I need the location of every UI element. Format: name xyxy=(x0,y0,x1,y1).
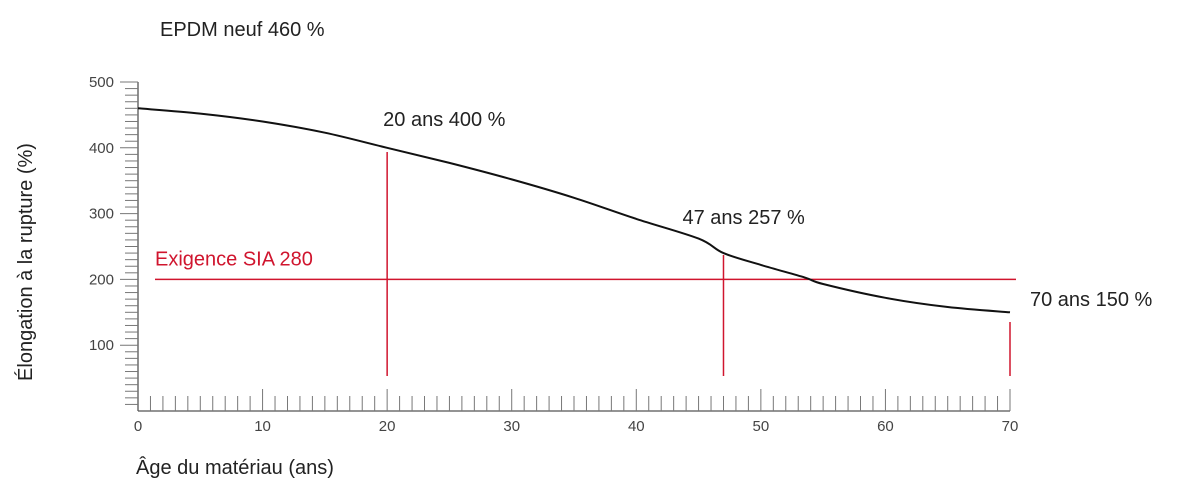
y-tick-label: 400 xyxy=(89,140,114,157)
y-tick-label: 200 xyxy=(89,271,114,288)
x-tick-label: 60 xyxy=(877,418,894,435)
threshold-label: Exigence SIA 280 xyxy=(155,248,313,270)
x-tick-label: 50 xyxy=(753,418,770,435)
series-group xyxy=(137,107,1011,314)
y-tick-label: 500 xyxy=(89,74,114,91)
threshold-group: Exigence SIA 280 xyxy=(155,248,1016,281)
markers-group: 20 ans 400 % 47 ans 257 % 70 ans 150 % xyxy=(383,109,1153,376)
x-tick-label: 70 xyxy=(1002,418,1019,435)
x-tick-label: 30 xyxy=(503,418,520,435)
marker-label: 70 ans 150 % xyxy=(1030,289,1153,311)
elongation-curve xyxy=(137,107,1011,314)
x-tick-label: 10 xyxy=(254,418,271,435)
x-axis-title: Âge du matériau (ans) xyxy=(136,456,334,479)
marker-label: 47 ans 257 % xyxy=(682,207,805,229)
axes: 0 10 20 30 40 50 60 70 100 200 300 400 500 xyxy=(89,74,1018,435)
y-axis-title: Élongation à la rupture (%) xyxy=(14,143,37,381)
marker-label: 20 ans 400 % xyxy=(383,109,506,131)
x-tick-label: 40 xyxy=(628,418,645,435)
y-tick-label: 100 xyxy=(89,337,114,354)
x-tick-label: 0 xyxy=(134,418,142,435)
y-tick-label: 300 xyxy=(89,206,114,223)
chart-title: EPDM neuf 460 % xyxy=(160,19,325,41)
x-tick-label: 20 xyxy=(379,418,396,435)
